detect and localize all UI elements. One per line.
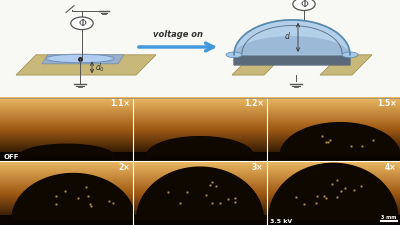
Polygon shape xyxy=(147,137,253,156)
Polygon shape xyxy=(234,20,350,55)
Polygon shape xyxy=(42,55,124,64)
Text: 3.5 kV: 3.5 kV xyxy=(270,219,292,224)
Ellipse shape xyxy=(226,52,242,58)
Polygon shape xyxy=(20,144,113,156)
Ellipse shape xyxy=(46,54,114,63)
Polygon shape xyxy=(269,163,398,219)
Bar xyxy=(267,216,400,225)
Circle shape xyxy=(293,0,315,11)
Text: 3×: 3× xyxy=(252,163,264,172)
Bar xyxy=(133,216,267,225)
Text: Φ: Φ xyxy=(300,0,308,9)
Text: 1.5×: 1.5× xyxy=(377,99,397,108)
Text: voltage on: voltage on xyxy=(153,30,203,39)
Polygon shape xyxy=(320,55,372,75)
Text: 1.2×: 1.2× xyxy=(244,99,264,108)
Bar xyxy=(0,0,400,98)
Bar xyxy=(0,152,133,162)
Text: OFF: OFF xyxy=(3,154,19,160)
Circle shape xyxy=(71,17,93,30)
Polygon shape xyxy=(16,55,156,75)
Polygon shape xyxy=(232,55,284,75)
Text: 3 mm: 3 mm xyxy=(381,215,396,220)
Polygon shape xyxy=(137,167,263,219)
Text: 4×: 4× xyxy=(385,163,397,172)
Text: Φ: Φ xyxy=(78,19,86,28)
Polygon shape xyxy=(234,37,350,65)
Bar xyxy=(267,152,400,162)
Polygon shape xyxy=(280,123,400,156)
Text: 1.1×: 1.1× xyxy=(110,99,130,108)
Text: 2×: 2× xyxy=(118,163,130,172)
Text: $d$: $d$ xyxy=(284,30,291,41)
Ellipse shape xyxy=(342,52,358,58)
Polygon shape xyxy=(12,173,135,219)
Text: $d_0$: $d_0$ xyxy=(95,61,105,74)
Bar xyxy=(133,152,267,162)
Bar xyxy=(0,216,133,225)
